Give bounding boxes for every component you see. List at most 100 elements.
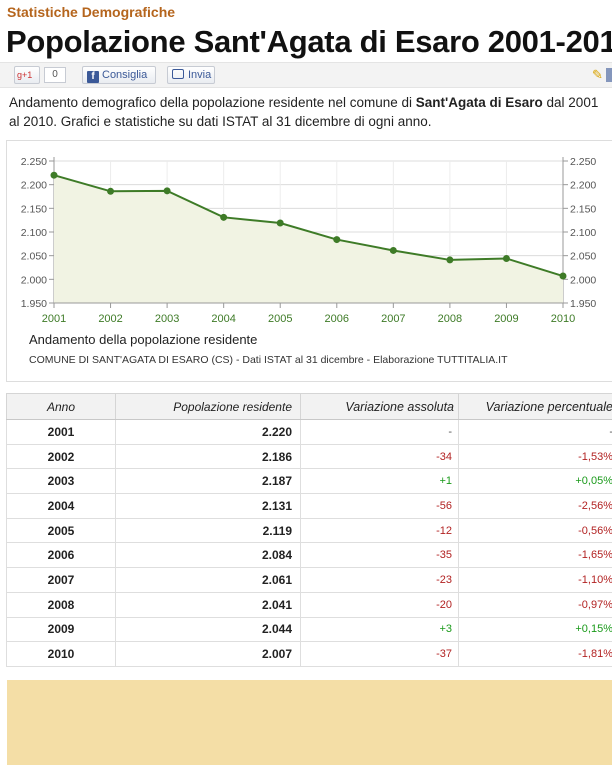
cell-popolazione: 2.131 <box>115 493 301 519</box>
data-point <box>163 187 171 195</box>
y-tick-label-right: 2.100 <box>570 227 596 239</box>
table-row: 2010 2.007 -37 -1,81% <box>6 641 612 667</box>
y-tick-label-right: 2.150 <box>570 203 596 215</box>
table-row: 2004 2.131 -56 -2,56% <box>6 493 612 519</box>
cell-anno: 2001 <box>6 419 116 445</box>
y-tick-label-left: 2.100 <box>21 227 47 239</box>
cell-anno: 2002 <box>6 443 116 470</box>
cell-var-percentuale: +0,15% <box>458 616 612 643</box>
table-row: 2002 2.186 -34 -1,53% <box>6 443 612 470</box>
cell-anno: 2004 <box>6 493 116 519</box>
y-tick-label-left: 2.150 <box>21 203 47 215</box>
table-row: 2007 2.061 -23 -1,10% <box>6 567 612 593</box>
table-row: 2003 2.187 +1 +0,05% <box>6 468 612 495</box>
facebook-icon: f <box>87 71 99 83</box>
google-plus-label: +1 <box>22 70 33 80</box>
chart-canvas: 1.950 1.950 2.000 2.000 2.050 2.050 2.100 2.100… <box>21 156 597 325</box>
cell-var-assoluta: -20 <box>300 591 459 618</box>
cell-var-assoluta: -34 <box>300 443 459 470</box>
cell-anno: 2005 <box>6 517 116 544</box>
facebook-recommend-button[interactable]: f Consiglia <box>82 66 156 84</box>
x-tick-label: 2001 <box>42 313 66 325</box>
social-share-bar: g+1 0 f Consiglia Invia ✎ <box>0 62 612 88</box>
cell-var-percentuale: -1,65% <box>458 542 612 569</box>
table-header-row: Anno Popolazione residente Variazione as… <box>6 393 612 420</box>
cell-popolazione: 2.187 <box>115 468 301 495</box>
cell-var-percentuale: -2,56% <box>458 493 612 519</box>
cell-var-assoluta: -37 <box>300 641 459 667</box>
intro-paragraph: Andamento demografico della popolazione … <box>9 93 612 131</box>
data-point <box>559 272 567 280</box>
y-tick-label-right: 2.250 <box>570 156 596 168</box>
y-tick-label-left: 2.200 <box>21 180 47 192</box>
cell-anno: 2008 <box>6 591 116 618</box>
x-tick-label: 2005 <box>268 313 292 325</box>
cell-anno: 2007 <box>6 567 116 593</box>
cell-anno: 2006 <box>6 542 116 569</box>
cell-popolazione: 2.186 <box>115 443 301 470</box>
cell-popolazione: 2.007 <box>115 641 301 667</box>
data-point <box>276 219 284 227</box>
table-row: 2006 2.084 -35 -1,65% <box>6 542 612 569</box>
cell-var-assoluta: +3 <box>300 616 459 643</box>
google-plus-icon: g <box>17 70 23 80</box>
google-plus-button[interactable]: g+1 <box>14 66 40 84</box>
cell-anno: 2003 <box>6 468 116 495</box>
y-tick-label-left: 2.050 <box>21 251 47 263</box>
x-tick-label: 2004 <box>211 313 235 325</box>
advertisement-banner[interactable] <box>7 680 612 765</box>
x-tick-label: 2008 <box>438 313 462 325</box>
cell-popolazione: 2.044 <box>115 616 301 643</box>
cell-var-assoluta: -23 <box>300 567 459 593</box>
table-row: 2009 2.044 +3 +0,15% <box>6 616 612 643</box>
cell-var-percentuale: -1,81% <box>458 641 612 667</box>
cell-var-assoluta: +1 <box>300 468 459 495</box>
cell-popolazione: 2.119 <box>115 517 301 544</box>
x-tick-label: 2009 <box>494 313 518 325</box>
cell-var-percentuale: -1,10% <box>458 567 612 593</box>
data-point <box>50 171 58 179</box>
share-label: Invia <box>188 69 212 81</box>
data-point <box>446 256 454 264</box>
cell-popolazione: 2.084 <box>115 542 301 569</box>
cell-var-percentuale: -0,56% <box>458 517 612 544</box>
population-line <box>53 174 564 277</box>
cell-var-assoluta: -35 <box>300 542 459 569</box>
pencil-icon[interactable]: ✎ <box>592 67 603 82</box>
col-header-popolazione[interactable]: Popolazione residente <box>115 393 301 420</box>
x-tick-label: 2002 <box>98 313 122 325</box>
share-email-button[interactable]: Invia <box>167 66 215 84</box>
cell-popolazione: 2.041 <box>115 591 301 618</box>
x-tick-label: 2006 <box>325 313 349 325</box>
intro-place-name: Sant'Agata di Esaro <box>415 95 543 110</box>
population-chart: 1.950 1.950 2.000 2.000 2.050 2.050 2.100 2.100… <box>6 140 612 382</box>
section-kicker[interactable]: Statistiche Demografiche <box>7 4 176 20</box>
cell-var-percentuale: -0,97% <box>458 591 612 618</box>
col-header-var-assoluta[interactable]: Variazione assoluta <box>300 393 459 420</box>
x-tick-label: 2007 <box>381 313 405 325</box>
y-tick-label-left: 2.250 <box>21 156 47 168</box>
edit-tab-edge[interactable] <box>606 68 612 82</box>
y-tick-label-right: 2.200 <box>570 180 596 192</box>
y-tick-label-right: 2.000 <box>570 274 596 286</box>
col-header-anno[interactable]: Anno <box>6 393 116 420</box>
col-header-var-percentuale[interactable]: Variazione percentuale <box>458 393 612 420</box>
page-title: Popolazione Sant'Agata di Esaro 2001-201… <box>6 24 612 59</box>
cell-var-assoluta: - <box>300 419 459 445</box>
cell-var-percentuale: - <box>458 419 612 445</box>
y-tick-label-right: 1.950 <box>570 298 596 310</box>
cell-anno: 2010 <box>6 641 116 667</box>
data-point <box>220 213 228 221</box>
cell-var-percentuale: -1,53% <box>458 443 612 470</box>
data-point <box>107 187 115 195</box>
data-point <box>389 246 397 254</box>
y-tick-label-left: 2.000 <box>21 274 47 286</box>
intro-text: Andamento demografico della popolazione … <box>9 95 416 110</box>
cell-var-assoluta: -56 <box>300 493 459 519</box>
chart-caption: Andamento della popolazione residente <box>29 332 258 347</box>
data-point <box>502 255 510 263</box>
y-tick-label-right: 2.050 <box>570 251 596 263</box>
population-table: Anno Popolazione residente Variazione as… <box>6 393 612 667</box>
cell-var-assoluta: -12 <box>300 517 459 544</box>
